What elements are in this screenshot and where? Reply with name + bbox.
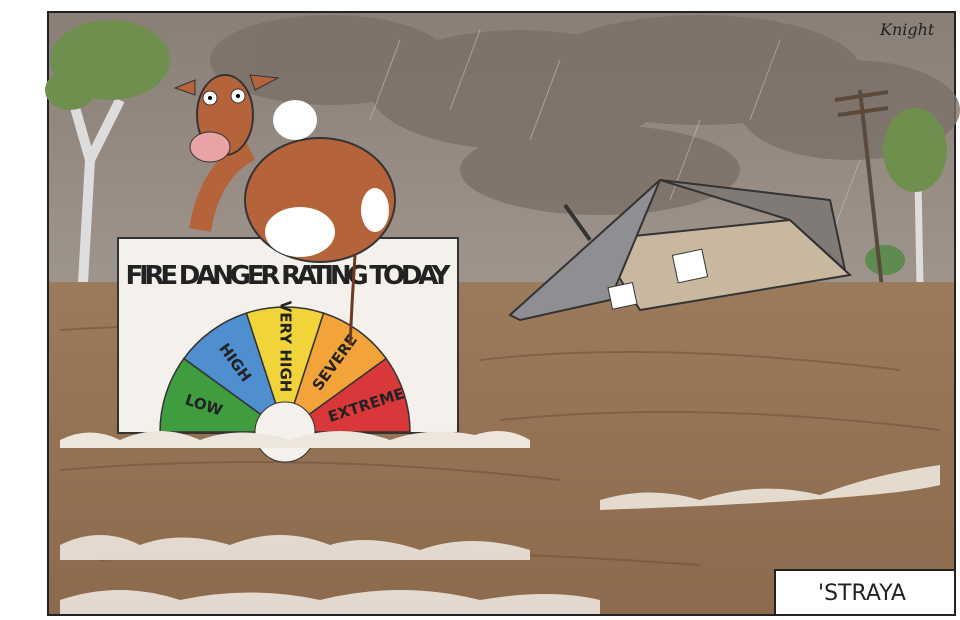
gauge-label: VERY HIGH xyxy=(277,301,295,393)
gauge-hub xyxy=(255,402,315,462)
caption: 'STRAYA xyxy=(818,581,906,606)
signature: Knight xyxy=(879,20,935,39)
cartoon: FIRE DANGER RATING TODAY LOWHIGHVERY HIG… xyxy=(0,0,960,620)
sign-title: FIRE DANGER RATING TODAY xyxy=(126,261,452,291)
